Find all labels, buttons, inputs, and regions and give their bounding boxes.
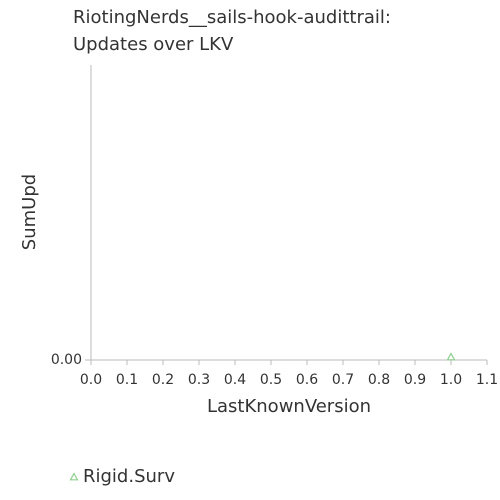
- x-tick-label: 0.7: [332, 372, 354, 388]
- x-tick-label: 0.9: [404, 372, 426, 388]
- chart-title: Updates over LKV: [73, 34, 234, 55]
- x-tick-label: 0.1: [116, 372, 138, 388]
- x-tick-label: 1.0: [440, 372, 462, 388]
- x-tick-label: 0.2: [152, 372, 174, 388]
- legend-marker: [69, 472, 79, 481]
- chart-title: RiotingNerds__sails-hook-audittrail:: [73, 7, 391, 28]
- x-tick-label: 0.4: [224, 372, 246, 388]
- point: [446, 352, 456, 361]
- x-tick-label: 0.3: [188, 372, 210, 388]
- legend-label: Rigid.Surv: [83, 466, 175, 487]
- x-tick-label: 1.1: [476, 372, 498, 388]
- x-axis-label: LastKnownVersion: [207, 396, 371, 417]
- y-axis-label: SumUpd: [19, 174, 40, 250]
- x-tick-label: 0.0: [80, 372, 102, 388]
- x-tick-label: 0.5: [260, 372, 282, 388]
- y-tick-label: 0.00: [51, 352, 82, 368]
- x-tick-label: 0.8: [368, 372, 390, 388]
- x-tick-label: 0.6: [296, 372, 318, 388]
